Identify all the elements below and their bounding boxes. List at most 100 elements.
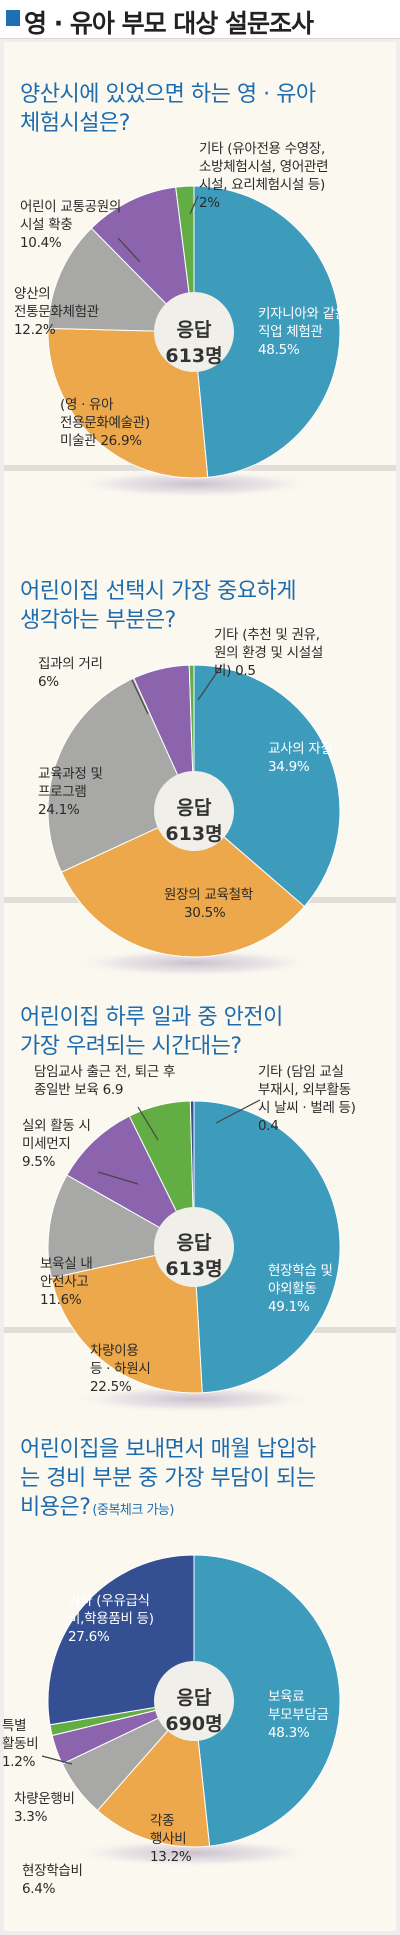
chart1-slice-label-3: 양산의 전통문화체험관 12.2% <box>14 285 99 339</box>
chart1-slice-2 <box>47 327 209 479</box>
chart1-s4-line1: 어린이 교통공원의 <box>20 199 121 215</box>
chart3-s3-line1: 보육실 내 <box>40 1256 93 1272</box>
chart3-center-hole <box>154 1207 234 1287</box>
chart2-center-line1: 응답 <box>176 797 212 819</box>
chart4-s2-line2: 행사비 <box>150 1831 187 1847</box>
chart4-subtitle: (중복체크 가능) <box>92 1503 174 1518</box>
chart4-slice-label-1: 보육료 부모부담금 48.3% <box>268 1688 329 1742</box>
chart3-s2-line1: 차량이용 <box>90 1343 139 1359</box>
leader-line-8 <box>41 1755 73 1765</box>
chart1-s1-line2: 직업 체험관 <box>258 324 323 340</box>
chart4-s5-value: 1.2% <box>2 1754 36 1770</box>
chart1-slice-label-5: 기타 (유아전용 수영장, 소방체험시설, 영어관련 시설, 요리체험시설 등) 2% <box>199 140 328 212</box>
chart4-slice-label-4: 차량운행비 3.3% <box>14 1790 75 1826</box>
chart4-s2-value: 13.2% <box>150 1849 192 1865</box>
chart1-title-line1: 양산시에 있었으면 하는 영 · 유아 <box>20 82 316 107</box>
chart2-s1-value: 34.9% <box>268 759 310 775</box>
chart3-s5-line2: 종일반 보육 <box>34 1082 99 1098</box>
chart2-s4-line1: 집과의 거리 <box>38 656 103 672</box>
chart2-s5-value: 0.5 <box>235 663 256 679</box>
chart2-pie-shadow <box>69 949 319 977</box>
chart1-pie-shadow <box>69 470 319 498</box>
chart4-slice-label-3: 현장학습비 6.4% <box>22 1862 83 1898</box>
chart2-s5-line1: 기타 (추천 및 권유, <box>214 627 320 643</box>
chart1-slice-4 <box>90 186 195 334</box>
chart3-s1-line2: 야외활동 <box>268 1281 317 1297</box>
chart1-s1-line1: 키자니아와 같은 <box>258 306 347 322</box>
chart3-center-label: 응답 613명 <box>144 1230 244 1282</box>
chart2-s3-value: 24.1% <box>38 802 80 818</box>
chart2-slice-label-5: 기타 (추천 및 권유, 원의 환경 및 시설설 비) 0.5 <box>214 626 323 680</box>
chart1-s1-value: 48.5% <box>258 342 300 358</box>
leader-line-4 <box>197 664 223 701</box>
chart3-slice-label-6: 기타 (담임 교실 부재시, 외부활동 시 날씨 · 벌레 등) 0.4 <box>258 1063 356 1135</box>
chart4-pie-shadow <box>69 1839 319 1867</box>
chart4-title: 어린이집을 보내면서 매월 납입하 는 경비 부분 중 가장 부담이 되는 비용… <box>20 1435 316 1525</box>
chart1-s2-line1: (영 · 유아 <box>60 397 114 413</box>
chart3-slice-label-1: 현장학습 및 야외활동 49.1% <box>268 1262 333 1316</box>
leader-line-3 <box>131 679 149 715</box>
chart4-title-line1: 어린이집을 보내면서 매월 납입하 <box>20 1437 316 1462</box>
chart4-s1-line1: 보육료 <box>268 1689 305 1705</box>
page-header: 영 · 유아 부모 대상 설문조사 <box>0 0 400 39</box>
chart4-s1-value: 48.3% <box>268 1725 310 1741</box>
chart1-slice-3 <box>47 227 196 333</box>
chart1-s3-value: 12.2% <box>14 322 56 338</box>
chart4-s3-line1: 현장학습비 <box>22 1863 83 1879</box>
chart4-center-hole <box>154 1661 234 1741</box>
chart4-center-line1: 응답 <box>176 1687 212 1709</box>
chart2-center-label: 응답 613명 <box>144 795 244 847</box>
chart2-slice-1 <box>193 664 341 908</box>
chart2-s3-line1: 교육과정 및 <box>38 766 103 782</box>
chart3-slice-label-2: 차량이용 등 · 하원시 22.5% <box>90 1342 151 1396</box>
chart3-slice-1 <box>193 1100 341 1394</box>
chart3-center-line1: 응답 <box>176 1232 212 1254</box>
chart3-s4-line2: 미세먼지 <box>22 1136 71 1152</box>
chart1-s5-line1: 기타 (유아전용 수영장, <box>199 141 326 157</box>
chart2-center-line2: 613명 <box>165 823 223 845</box>
chart4-s4-value: 3.3% <box>14 1809 48 1825</box>
chart4-slice-6 <box>47 1554 195 1726</box>
chart3-slice-2 <box>50 1246 203 1394</box>
chart1-slice-label-2: (영 · 유아 전용문화예술관) 미술관 26.9% <box>60 396 150 450</box>
chart2-title-line1: 어린이집 선택시 가장 중요하게 <box>20 579 297 604</box>
chart3-title-line1: 어린이집 하루 일과 중 안전이 <box>20 1005 283 1030</box>
chart3-title-line2: 가장 우려되는 시간대는? <box>20 1034 242 1059</box>
chart2-s3-line2: 프로그램 <box>38 784 87 800</box>
chart3-s5-line1: 담임교사 출근 전, 퇴근 후 <box>34 1064 176 1080</box>
page-title: 영 · 유아 부모 대상 설문조사 <box>24 9 314 38</box>
chart3-s6-line2: 부재시, 외부활동 <box>258 1082 351 1098</box>
chart1-s2-line3: 미술관 <box>60 433 97 449</box>
leader-line-6 <box>215 1099 261 1124</box>
chart3-s3-line2: 안전사고 <box>40 1274 89 1290</box>
chart3-s3-value: 11.6% <box>40 1292 82 1308</box>
chart3-center-line2: 613명 <box>165 1258 223 1280</box>
chart4-title-line3: 비용은? <box>20 1495 91 1520</box>
chart4-s6-line1: 기타 (우유급식 <box>68 1593 150 1609</box>
chart1-slice-1 <box>193 185 341 478</box>
chart3-slice-label-4: 실외 활동 시 미세먼지 9.5% <box>22 1117 91 1171</box>
chart1-s2-value: 26.9% <box>100 433 142 449</box>
chart1-s4-value: 10.4% <box>20 235 62 251</box>
header-bullet-icon <box>6 10 20 26</box>
chart4-s4-line1: 차량운행비 <box>14 1791 75 1807</box>
chart4-s6-value: 27.6% <box>68 1629 110 1645</box>
chart1-title: 양산시에 있었으면 하는 영 · 유아 체험시설은? <box>20 80 316 138</box>
chart3-s2-value: 22.5% <box>90 1379 132 1395</box>
chart4-s6-line2: 비,학용품비 등) <box>68 1611 154 1627</box>
chart4-s2-line1: 각종 <box>150 1813 175 1829</box>
leader-line-5 <box>137 1106 159 1141</box>
chart4-center-line2: 690명 <box>165 1713 223 1735</box>
chart3-s1-value: 49.1% <box>268 1299 310 1315</box>
chart4-title-line2: 는 경비 부분 중 가장 부담이 되는 <box>20 1466 316 1491</box>
chart1-s4-line2: 시설 확충 <box>20 217 73 233</box>
leader-line-2 <box>189 195 199 215</box>
chart4-s5-line2: 활동비 <box>2 1736 39 1752</box>
chart2-s4-value: 6% <box>38 674 59 690</box>
chart3-s5-value: 6.9 <box>102 1082 124 1098</box>
